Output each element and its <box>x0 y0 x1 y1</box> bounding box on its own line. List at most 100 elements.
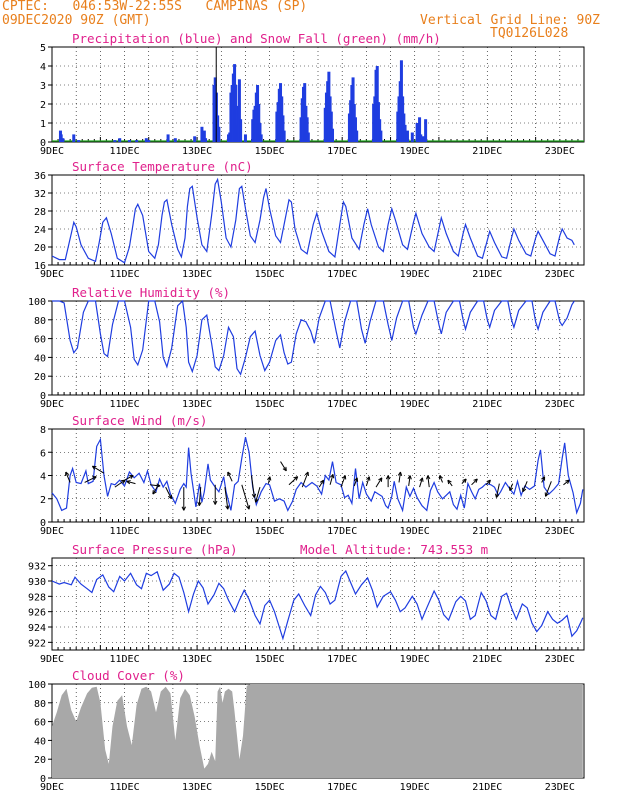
precip-bar <box>282 130 286 142</box>
wind-arrow-shaft <box>301 471 309 488</box>
y-tick-label: 20 <box>34 372 46 383</box>
wind-arrow-head <box>353 477 359 482</box>
wind-arrow-shaft <box>398 471 401 483</box>
wind-arrow-head <box>342 475 347 480</box>
x-tick-label: 13DEC <box>182 146 212 157</box>
x-tick-label: 15DEC <box>255 399 285 410</box>
wind-arrow <box>385 475 391 488</box>
wind-arrow-shaft <box>439 475 443 483</box>
x-tick-label: 9DEC <box>40 526 64 537</box>
precip-bar <box>353 117 357 142</box>
wind-arrow-shaft <box>563 479 570 486</box>
panel-title: Surface Pressure (hPa) <box>72 542 238 557</box>
wind-arrow <box>124 475 134 481</box>
x-tick-label: 19DEC <box>400 269 430 280</box>
y-tick-label: 100 <box>28 297 46 308</box>
wind-arrow-head <box>565 479 570 484</box>
precip-bar <box>424 119 428 142</box>
wind-arrow-head <box>65 471 70 477</box>
panel-title: Precipitation (blue) and Snow Fall (gree… <box>72 31 441 46</box>
x-tick-label: 17DEC <box>327 399 357 410</box>
wind-arrow <box>471 478 478 486</box>
panel-title: Surface Temperature (nC) <box>72 159 253 174</box>
precip-bar <box>173 138 177 142</box>
x-tick-label: 23DEC <box>545 526 575 537</box>
wind-arrow-shaft <box>288 476 299 486</box>
wind-arrow <box>126 480 136 485</box>
cloud-area <box>52 684 583 778</box>
precip-bar <box>166 134 170 142</box>
wind-arrow-shaft <box>375 477 383 488</box>
wind-arrow-head <box>126 480 131 485</box>
precip-bar <box>200 126 204 142</box>
precip-bar <box>305 117 309 142</box>
precip-bar <box>403 124 407 142</box>
wind-arrow <box>241 484 251 510</box>
wind-arrow-head <box>181 506 186 511</box>
wind-arrow-shaft <box>471 478 478 486</box>
wind-arrow <box>197 487 202 506</box>
y-tick-label: 932 <box>28 562 46 573</box>
x-tick-label: 17DEC <box>327 526 357 537</box>
wind-arrow-shaft <box>495 483 500 498</box>
wind-arrow <box>407 475 412 487</box>
precip-bar <box>204 138 208 142</box>
wind-arrow-head <box>120 479 126 484</box>
panel-title: Cloud Cover (%) <box>72 668 185 683</box>
y-tick-label: 28 <box>34 207 46 218</box>
wind-arrow-head <box>225 505 230 510</box>
wind-arrow-head <box>544 492 549 497</box>
x-tick-label: 21DEC <box>472 146 502 157</box>
precip-bar <box>306 132 310 142</box>
y-tick-label: 4 <box>40 62 46 73</box>
wind-arrow-head <box>293 476 299 481</box>
x-tick-label: 9DEC <box>40 782 64 793</box>
y-tick-label: 0 <box>40 774 46 785</box>
precip-bar <box>420 136 424 142</box>
x-tick-label: 15DEC <box>255 146 285 157</box>
y-tick-label: 922 <box>28 638 46 649</box>
precip-bar <box>61 138 65 142</box>
y-tick-label: 24 <box>34 225 46 236</box>
panel-3: 0 2 4 6 8 9DEC 11DEC 13DEC 15DEC 17DEC 19DEC 21DEC 2… <box>40 413 585 537</box>
wind-arrow-head <box>473 478 478 483</box>
panel-subtitle: Model Altitude: 743.553 m <box>300 542 488 557</box>
y-tick-label: 0 <box>40 391 46 402</box>
x-tick-label: 21DEC <box>472 399 502 410</box>
wind-arrow <box>461 478 467 484</box>
wind-arrow-shaft <box>447 479 453 487</box>
wind-arrow-shaft <box>267 476 271 484</box>
wind-arrow-head <box>541 476 546 481</box>
y-tick-label: 40 <box>34 736 46 747</box>
x-tick-label: 13DEC <box>182 654 212 665</box>
y-tick-label: 8 <box>40 425 46 436</box>
x-tick-label: 11DEC <box>109 269 139 280</box>
wind-arrow-head <box>267 476 272 481</box>
wind-arrow-shaft <box>165 486 172 499</box>
wind-arrow-shaft <box>126 480 136 485</box>
header-model-code: TQ0126L028 <box>490 26 569 41</box>
precip-bar <box>77 140 81 142</box>
wind-arrow-head <box>438 475 443 480</box>
x-tick-label: 23DEC <box>545 269 575 280</box>
wind-arrow <box>544 481 552 497</box>
wind-arrow-head <box>329 474 335 479</box>
precip-bar <box>331 128 335 142</box>
x-tick-label: 17DEC <box>327 269 357 280</box>
x-tick-label: 23DEC <box>545 146 575 157</box>
wind-arrow-head <box>447 479 452 485</box>
wind-arrow-shaft <box>419 477 423 488</box>
wind-arrow-head <box>486 479 491 485</box>
wind-arrow <box>447 479 453 487</box>
precip-bar <box>235 105 239 142</box>
y-tick-label: 60 <box>34 335 46 346</box>
wind-arrow-head <box>419 477 424 482</box>
y-tick-label: 80 <box>34 699 46 710</box>
wind-arrow <box>224 487 230 510</box>
wind-arrow-shaft <box>124 475 134 481</box>
wind-arrow-head <box>397 471 403 476</box>
x-tick-label: 23DEC <box>545 654 575 665</box>
series-line <box>51 436 584 515</box>
y-tick-label: 2 <box>40 100 46 111</box>
wind-arrow <box>181 487 186 511</box>
